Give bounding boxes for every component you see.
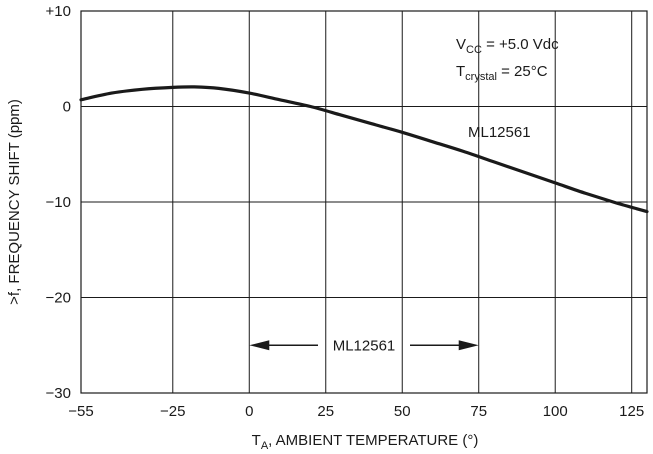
x-tick-label: 125 [619, 403, 644, 420]
x-tick-label: −25 [160, 403, 185, 420]
y-tick-label: +10 [46, 3, 71, 20]
plot-frame [80, 10, 648, 394]
curve-label: ML12561 [468, 124, 531, 141]
y-tick-label: −20 [46, 290, 71, 307]
vcc-annotation: VCC = +5.0 Vdc [456, 36, 559, 56]
range-arrowhead-right [458, 340, 479, 351]
x-tick-label: 75 [470, 403, 487, 420]
y-tick-label: 0 [63, 99, 71, 116]
x-axis-tick-labels: −55 −25 0 25 50 75 100 125 [68, 403, 644, 420]
x-axis-label: TA, AMBIENT TEMPERATURE (°) [252, 432, 479, 452]
x-tick-label: 25 [317, 403, 334, 420]
x-tick-label: −55 [68, 403, 93, 420]
range-arrowhead-left [249, 340, 270, 351]
series-line-ml12561 [79, 85, 649, 214]
y-axis-label: >f, FREQUENCY SHIFT (ppm) [6, 99, 23, 305]
range-label: ML12561 [333, 337, 396, 354]
y-tick-label: −30 [46, 385, 71, 402]
x-tick-label: 100 [543, 403, 568, 420]
operating-range-arrow: ML12561 [249, 337, 479, 354]
grid [80, 10, 647, 394]
tcrystal-annotation: Tcrystal = 25°C [456, 63, 548, 83]
x-tick-label: 0 [245, 403, 253, 420]
y-tick-label: −10 [46, 194, 71, 211]
x-tick-label: 50 [394, 403, 411, 420]
y-axis-tick-labels: +10 0 −10 −20 −30 [46, 3, 71, 402]
